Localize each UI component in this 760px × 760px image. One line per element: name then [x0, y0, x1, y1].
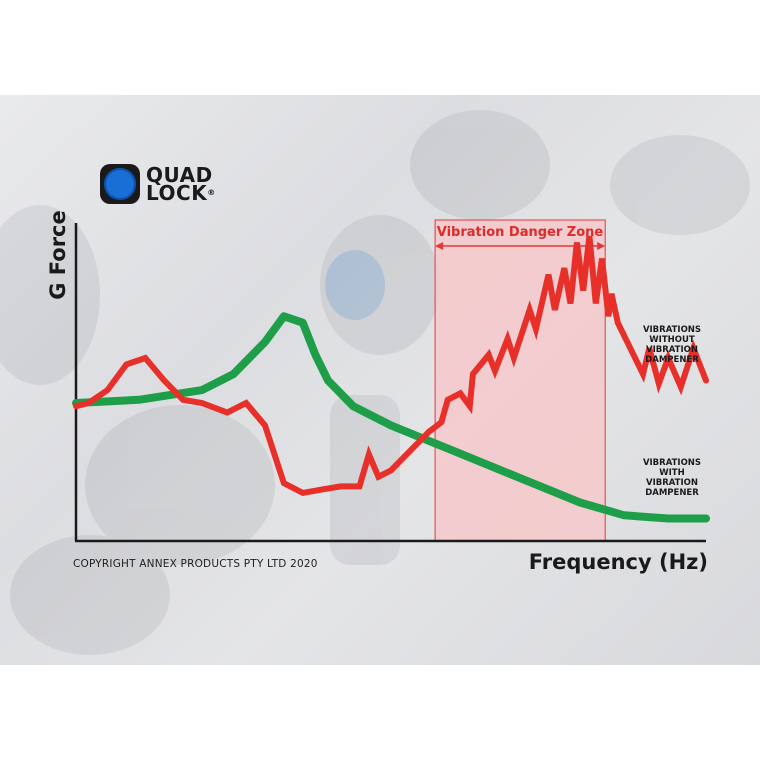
chart-panel: QUAD LOCK® G Force Frequency (Hz) COPYRI…: [0, 95, 760, 665]
series-label-line: WITHOUT: [649, 335, 695, 345]
quad-lock-logo: QUAD LOCK®: [100, 163, 216, 205]
series-label-line: DAMPENER: [645, 355, 699, 365]
quad-lock-logo-icon: [100, 164, 140, 204]
series-label-line: DAMPENER: [645, 488, 699, 498]
series-label-without-dampener: VIBRATIONS WITHOUT VIBRATION DAMPENER: [617, 325, 727, 365]
series-label-line: VIBRATION: [646, 478, 698, 488]
series-label-line: VIBRATION: [646, 345, 698, 355]
x-axis-label: Frequency (Hz): [528, 550, 708, 574]
series-label-line: VIBRATIONS: [642, 325, 702, 335]
quad-lock-wordmark: QUAD LOCK®: [146, 163, 216, 205]
series-label-line: WITH: [659, 468, 685, 478]
danger-zone-arrowhead-left: [435, 242, 444, 250]
series-label-with-dampener: VIBRATIONS WITH VIBRATION DAMPENER: [617, 458, 727, 498]
y-axis-label: G Force: [46, 210, 70, 300]
background-photo: [0, 110, 750, 655]
chart-axes: [74, 223, 706, 543]
danger-zone-label: Vibration Danger Zone: [436, 225, 604, 240]
danger-zone-arrowhead-right: [597, 242, 606, 250]
series-without-dampener-line: [73, 235, 709, 497]
series-label-line: VIBRATIONS: [642, 458, 702, 468]
danger-zone-band: [434, 219, 606, 542]
chart-svg: [72, 219, 710, 543]
copyright-text: COPYRIGHT ANNEX PRODUCTS PTY LTD 2020: [73, 558, 318, 570]
series-with-dampener-line: [72, 312, 710, 523]
